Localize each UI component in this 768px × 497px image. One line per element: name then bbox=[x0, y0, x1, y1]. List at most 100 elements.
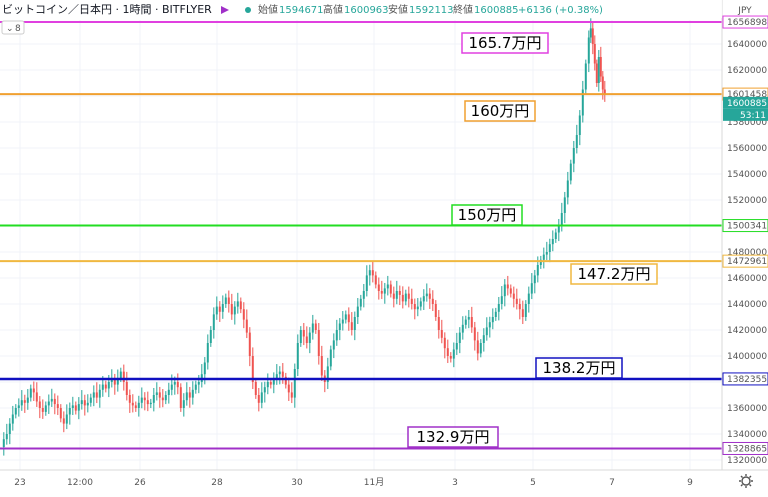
time-tick-label: 28 bbox=[211, 478, 223, 488]
candle bbox=[266, 373, 269, 395]
style-flag-icon[interactable] bbox=[221, 6, 229, 14]
candle bbox=[287, 377, 290, 401]
candle bbox=[341, 311, 344, 331]
time-tick-label: 5 bbox=[530, 478, 536, 488]
candle bbox=[509, 284, 512, 298]
candle bbox=[89, 393, 92, 407]
candle bbox=[392, 286, 395, 308]
candle bbox=[311, 314, 314, 340]
price-tick-label: 1620000 bbox=[727, 66, 767, 76]
candle bbox=[11, 405, 14, 431]
candle bbox=[143, 392, 146, 411]
price-level-annotation-text: 132.9万円 bbox=[417, 428, 490, 446]
candle bbox=[500, 286, 503, 310]
candle bbox=[80, 390, 83, 410]
candle bbox=[248, 327, 251, 367]
candle bbox=[578, 110, 581, 146]
candle bbox=[320, 345, 323, 381]
candle bbox=[260, 382, 263, 409]
low-value: 1592113 bbox=[409, 5, 454, 16]
candle bbox=[437, 309, 440, 339]
candle bbox=[377, 277, 380, 300]
candle bbox=[488, 316, 491, 338]
candle bbox=[125, 371, 128, 401]
price-level-tag-text: 1328865 bbox=[727, 444, 767, 454]
candle bbox=[59, 404, 62, 423]
candle bbox=[386, 275, 389, 296]
candle bbox=[557, 218, 560, 242]
candle bbox=[176, 373, 179, 395]
price-tick-label: 1640000 bbox=[727, 40, 767, 50]
candle bbox=[362, 283, 365, 308]
candle bbox=[482, 328, 485, 352]
candle bbox=[17, 398, 20, 417]
candle bbox=[209, 326, 212, 347]
settings-icon[interactable] bbox=[739, 474, 753, 488]
price-level-annotation-text: 160万円 bbox=[471, 102, 530, 120]
candle bbox=[20, 390, 23, 411]
candle bbox=[23, 394, 26, 413]
candle bbox=[401, 286, 404, 309]
candle bbox=[506, 275, 509, 296]
candle bbox=[434, 300, 437, 321]
candle bbox=[14, 404, 17, 419]
price-level-annotation-text: 165.7万円 bbox=[469, 34, 542, 52]
candle bbox=[5, 423, 8, 445]
candle bbox=[26, 389, 29, 410]
candle bbox=[581, 80, 584, 123]
candle bbox=[224, 293, 227, 308]
candle bbox=[359, 294, 362, 311]
candle bbox=[62, 411, 65, 433]
candle bbox=[278, 366, 281, 385]
price-tick-label: 1320000 bbox=[727, 456, 767, 466]
candle bbox=[263, 381, 266, 403]
candle bbox=[575, 124, 578, 154]
candle bbox=[422, 289, 425, 310]
candle bbox=[236, 292, 239, 314]
candle bbox=[317, 322, 320, 365]
indicator-toggle[interactable]: ⌄ 8 bbox=[1, 20, 25, 35]
time-tick-label: 3 bbox=[452, 478, 458, 488]
price-level-annotation: 150万円 bbox=[451, 204, 523, 226]
candle bbox=[404, 289, 407, 306]
price-tick-label: 1520000 bbox=[727, 196, 767, 206]
candle bbox=[347, 307, 350, 331]
candle bbox=[299, 326, 302, 347]
time-axis-ticks: 23 12:00 26 28 30 11月 3 5 7 9 bbox=[14, 477, 693, 488]
candle bbox=[104, 380, 107, 393]
price-level-tag: 1656898 bbox=[722, 15, 768, 29]
open-label: 始値 bbox=[258, 3, 278, 16]
close-value: 1600885 bbox=[474, 5, 519, 16]
candle bbox=[542, 247, 545, 269]
high-label: 高値 bbox=[323, 3, 343, 16]
price-tick-label: 1400000 bbox=[727, 352, 767, 362]
candle bbox=[410, 288, 413, 310]
candle bbox=[203, 357, 206, 385]
candle bbox=[380, 280, 383, 300]
time-tick-label: 11月 bbox=[364, 477, 384, 488]
price-tick-label: 1540000 bbox=[727, 170, 767, 180]
price-level-annotation-text: 150万円 bbox=[458, 206, 517, 224]
time-tick-label: 23 bbox=[14, 478, 25, 488]
candle bbox=[293, 363, 296, 408]
candle bbox=[485, 317, 488, 341]
candle bbox=[167, 382, 170, 404]
candle bbox=[179, 383, 182, 412]
candle bbox=[461, 316, 464, 340]
candle bbox=[77, 397, 80, 420]
price-level-annotation: 147.2万円 bbox=[570, 263, 658, 285]
price-level-annotation: 160万円 bbox=[464, 100, 536, 122]
candle bbox=[281, 363, 284, 384]
change-value: +6136 (+0.38%) bbox=[518, 5, 603, 16]
candle bbox=[584, 59, 587, 94]
open-value: 1594671 bbox=[279, 5, 324, 16]
candle bbox=[431, 290, 434, 312]
time-tick-label: 30 bbox=[291, 478, 303, 488]
candle bbox=[146, 391, 149, 412]
candle bbox=[338, 318, 341, 341]
price-axis-panel[interactable] bbox=[722, 0, 768, 493]
candle bbox=[603, 80, 606, 102]
indicator-count: 8 bbox=[15, 24, 21, 34]
candle bbox=[491, 308, 494, 330]
